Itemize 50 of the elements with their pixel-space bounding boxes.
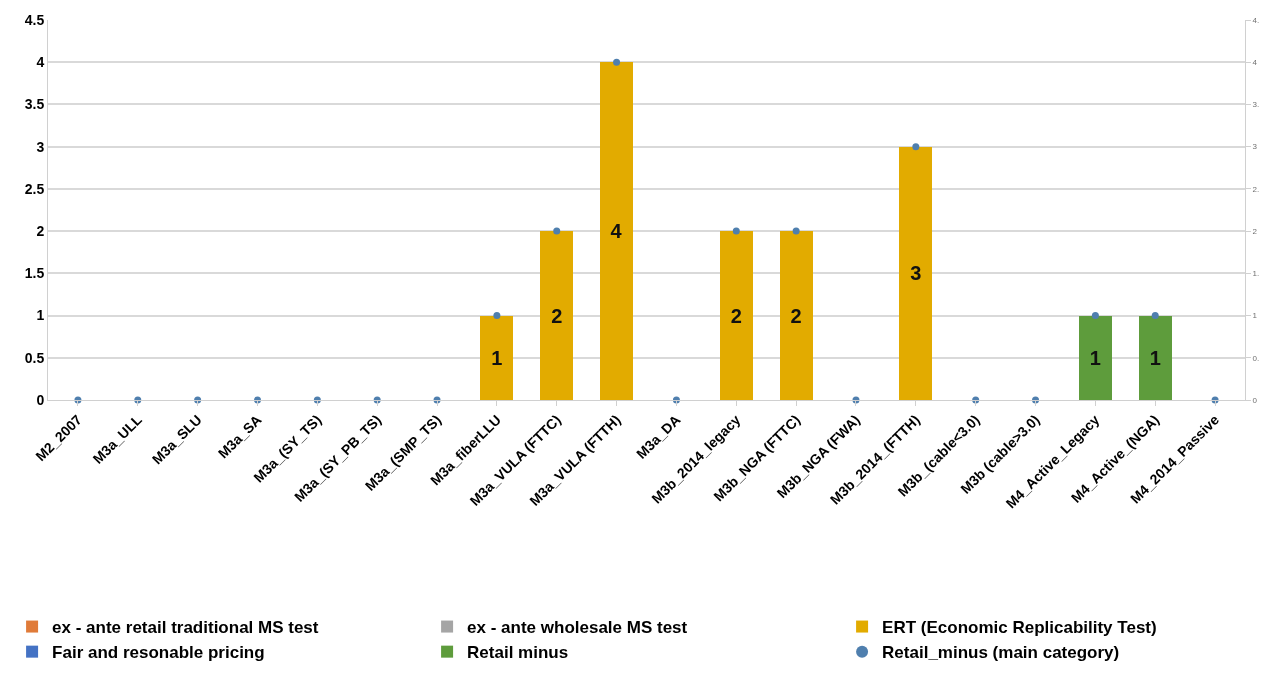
y2-tick-label: 2. <box>1252 184 1260 194</box>
bar <box>779 231 813 400</box>
y2-tick-label: 4 <box>1252 58 1258 68</box>
data-label: 1 <box>1089 346 1101 369</box>
bar <box>719 231 753 400</box>
y2-tick-label: 2 <box>1252 226 1258 236</box>
y-tick-label: 3 <box>36 138 45 155</box>
bar <box>1138 315 1172 400</box>
bar <box>480 315 514 400</box>
legend-label: ERT (Economic Replicability Test) <box>882 618 1157 638</box>
point <box>553 227 561 235</box>
bar <box>540 231 574 400</box>
legend-label: ex - ante wholesale MS test <box>467 618 688 638</box>
point <box>792 227 800 235</box>
data-label: 1 <box>491 346 503 369</box>
bar <box>899 146 933 400</box>
y2-tick-label: 1. <box>1252 269 1260 279</box>
bar <box>600 62 634 400</box>
y2-tick-label: 4. <box>1252 15 1260 25</box>
y2-tick-label: 3. <box>1252 100 1260 110</box>
y-tick-label: 4 <box>36 54 45 71</box>
y2-tick-label: 1 <box>1252 311 1258 321</box>
point <box>1151 312 1159 320</box>
data-label: 4 <box>610 220 623 243</box>
data-label: 2 <box>790 304 802 327</box>
bar <box>1078 315 1112 400</box>
y2-tick-label: 3 <box>1252 142 1258 152</box>
legend-label: Retail_minus (main category) <box>882 643 1120 663</box>
y2-tick-label: 0. <box>1252 353 1260 363</box>
y-tick-label: 2 <box>36 223 45 240</box>
y-tick-label: 3.5 <box>24 96 45 113</box>
legend-label: ex - ante retail traditional MS test <box>52 618 319 638</box>
data-label: 3 <box>910 262 922 285</box>
data-label: 2 <box>551 304 563 327</box>
legend-label: Retail minus <box>467 643 569 663</box>
point <box>1091 312 1099 320</box>
legend-label: Fair and resonable pricing <box>52 643 265 663</box>
point <box>493 312 501 320</box>
y-tick-label: 0.5 <box>24 349 45 366</box>
y-tick-label: 1 <box>36 307 45 324</box>
point <box>912 143 920 151</box>
y-tick-label: 2.5 <box>24 180 45 197</box>
data-label: 1 <box>1149 346 1161 369</box>
point <box>613 58 621 66</box>
y-tick-label: 0 <box>36 391 45 408</box>
y-tick-label: 4.5 <box>24 11 45 28</box>
point <box>732 227 740 235</box>
y2-tick-label: 0 <box>1252 395 1258 405</box>
y-tick-label: 1.5 <box>24 265 45 282</box>
data-label: 2 <box>730 304 742 327</box>
